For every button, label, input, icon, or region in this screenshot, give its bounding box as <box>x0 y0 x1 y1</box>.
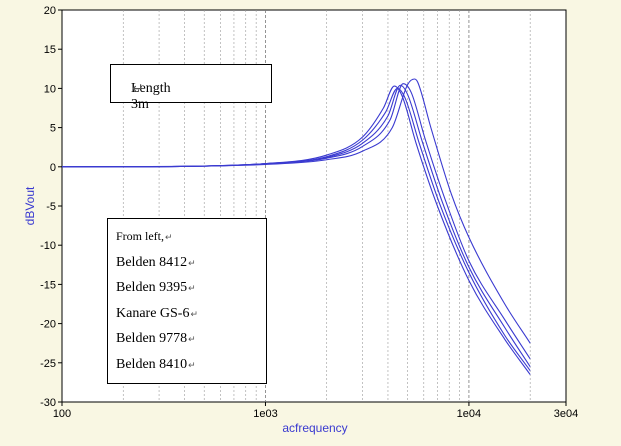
return-mark-icon: ↵ <box>188 258 196 268</box>
legend-entry-label: Belden 8410 <box>116 357 188 372</box>
legend-heading-text: From left, <box>116 229 164 243</box>
x-tick-label: 1e03 <box>253 408 277 420</box>
x-tick-label: 100 <box>53 408 71 420</box>
legend-heading: From left,↵ <box>116 229 173 244</box>
y-tick-label: 10 <box>44 83 56 95</box>
length-annotation-box: Length 3m ↵ <box>110 64 272 112</box>
y-tick-label: -15 <box>40 279 56 291</box>
legend-entry-label: Belden 9395 <box>116 280 188 295</box>
y-tick-label: 0 <box>50 162 56 174</box>
y-tick-label: -20 <box>40 319 56 331</box>
return-mark-icon: ↵ <box>165 232 173 242</box>
legend-entry: Belden 8410↵ <box>116 357 196 373</box>
legend-entry: Kanare GS-6↵ <box>116 306 198 322</box>
length-text: Length 3m <box>131 81 171 112</box>
legend-entry-label: Belden 9778 <box>116 331 188 346</box>
series-line <box>61 78 531 344</box>
legend-entry: Belden 9778↵ <box>116 331 196 347</box>
legend-box: From left,↵ Belden 8412↵ Belden 9395↵ Ka… <box>107 218 267 384</box>
y-tick-label: -10 <box>40 240 56 252</box>
y-tick-label: -25 <box>40 358 56 370</box>
y-tick-label: -30 <box>40 397 56 409</box>
y-tick-label: 20 <box>44 5 56 17</box>
legend-entry: Belden 8412↵ <box>116 255 196 271</box>
y-tick-label: 15 <box>44 44 56 56</box>
return-mark-icon: ↵ <box>190 309 199 319</box>
return-mark-icon: ↵ <box>188 360 196 370</box>
x-tick-label: 1e04 <box>457 408 481 420</box>
x-axis-title: acfrequency <box>282 421 347 435</box>
line-layer <box>61 78 531 375</box>
y-axis-title: dBVout <box>23 186 37 225</box>
legend-entry-label: Kanare GS-6 <box>116 306 190 321</box>
legend-entry-label: Belden 8412 <box>116 255 188 270</box>
return-mark-icon: ↵ <box>132 82 144 97</box>
y-tick-label: 5 <box>50 123 56 135</box>
x-tick-label: 3e04 <box>554 408 578 420</box>
y-tick-label: -5 <box>46 201 56 213</box>
return-mark-icon: ↵ <box>188 283 196 293</box>
legend-entry: Belden 9395↵ <box>116 280 196 296</box>
return-mark-icon: ↵ <box>188 334 196 344</box>
